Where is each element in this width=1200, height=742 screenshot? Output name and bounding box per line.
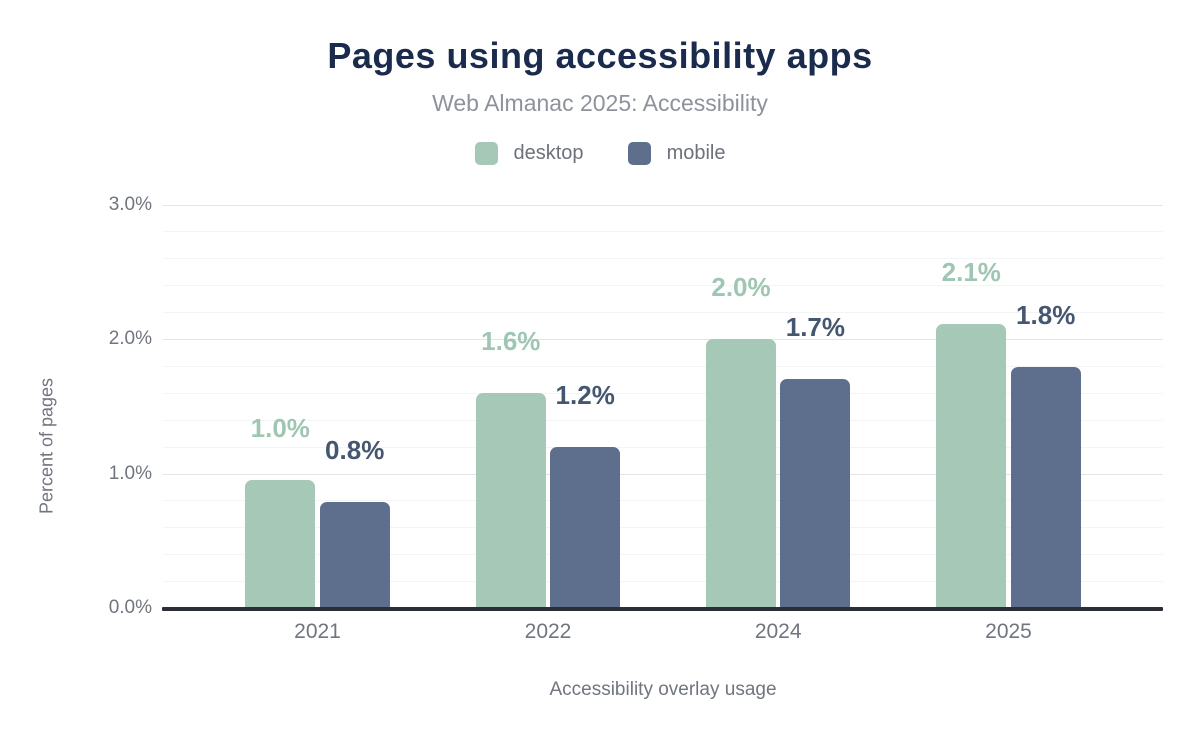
minor-gridline-0.6: [163, 527, 1163, 529]
chart-title: Pages using accessibility apps: [327, 35, 873, 76]
minor-gridline-2.6: [163, 258, 1163, 260]
minor-gridline-2.4: [163, 285, 1163, 287]
bar-mobile-2022[interactable]: [550, 446, 621, 608]
legend-swatch-mobile: [627, 142, 651, 165]
minor-gridline-2.2: [163, 312, 1163, 314]
y-axis-title: Percent of pages: [36, 377, 57, 515]
minor-gridline-1.8: [163, 365, 1163, 367]
chart-subtitle: Web Almanac 2025: Accessibility: [432, 90, 768, 116]
bar-mobile-2021[interactable]: [319, 501, 390, 608]
x-tick-2022: 2022: [524, 620, 572, 643]
bar-desktop-2022[interactable]: [475, 392, 546, 608]
bar-desktop-2021[interactable]: [245, 480, 316, 608]
bar-mobile-2025[interactable]: [1010, 367, 1081, 608]
y-tick-3.0%: 3.0%: [108, 193, 152, 215]
bar-label-mobile-2025: 1.8%: [1016, 300, 1076, 331]
major-gridline-1.0: [163, 473, 1163, 475]
bar-label-mobile-2024: 1.7%: [785, 312, 846, 343]
minor-gridline-1.6: [163, 392, 1163, 394]
bar-label-desktop-2025: 2.1%: [941, 257, 1001, 288]
minor-gridline-0.4: [163, 554, 1163, 556]
minor-gridline-1.4: [163, 419, 1163, 421]
legend-swatch-desktop: [474, 142, 498, 165]
bar-desktop-2025[interactable]: [936, 324, 1007, 608]
x-axis-title: Accessibility overlay usage: [549, 679, 777, 700]
major-gridline-3.0: [163, 204, 1163, 206]
bar-label-desktop-2022: 1.6%: [481, 325, 541, 356]
bar-label-desktop-2024: 2.0%: [711, 272, 771, 302]
legend-label-desktop: desktop: [513, 142, 584, 164]
major-gridline-2.0: [163, 339, 1163, 340]
legend-item-desktop[interactable]: desktop: [474, 142, 584, 165]
bar-label-mobile-2021: 0.8%: [325, 434, 385, 465]
bar-label-mobile-2022: 1.2%: [555, 379, 615, 410]
y-tick-2.0%: 2.0%: [108, 328, 152, 349]
bar-mobile-2024[interactable]: [780, 379, 851, 608]
minor-gridline-0.8: [163, 500, 1163, 502]
x-tick-2025: 2025: [985, 620, 1032, 643]
legend: desktop mobile: [0, 142, 1200, 165]
bar-label-desktop-2021: 1.0%: [250, 413, 310, 444]
y-tick-0.0%: 0.0%: [108, 597, 152, 618]
minor-gridline-1.2: [163, 446, 1163, 448]
minor-gridline-2.8: [163, 231, 1163, 233]
minor-gridline-0.2: [163, 581, 1163, 583]
bar-desktop-2024[interactable]: [706, 339, 776, 608]
y-tick-1.0%: 1.0%: [108, 462, 152, 484]
legend-label-mobile: mobile: [666, 142, 726, 164]
x-axis-line: [162, 607, 1163, 611]
x-tick-2024: 2024: [754, 620, 802, 643]
legend-item-mobile[interactable]: mobile: [627, 142, 726, 165]
x-tick-2021: 2021: [294, 620, 341, 643]
